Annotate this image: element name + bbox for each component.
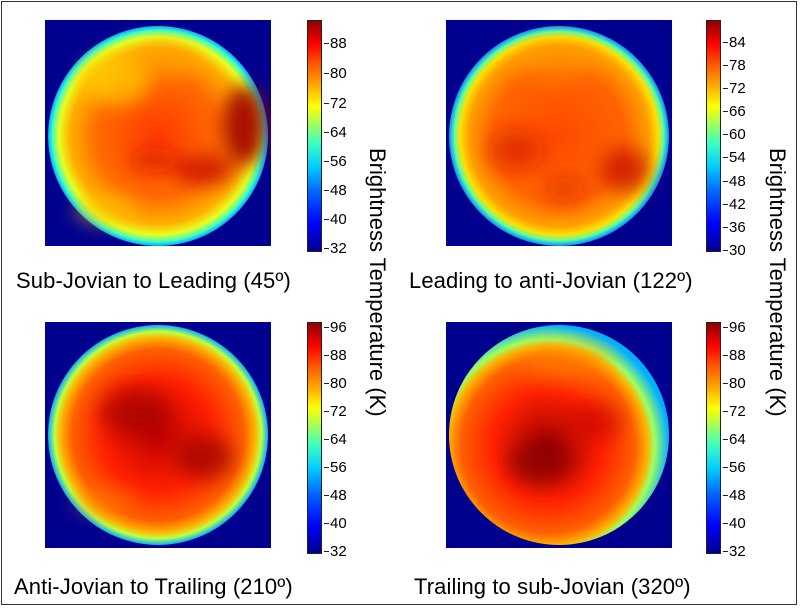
brightness-map-leading [446,20,672,246]
colorbar-tick: 54 [723,149,746,166]
colorbar-tick: 56 [723,459,746,476]
colorbar-tick: 72 [324,95,347,112]
colorbar-tick: 32 [723,543,746,560]
colorbar-tick: 40 [324,515,347,532]
colorbar-tick: 66 [723,103,746,120]
colorbar [307,20,322,252]
colorbar [307,322,322,554]
colorbar-tick: 40 [723,515,746,532]
colorbar-label: Brightness Temperature (K) [765,148,790,417]
colorbar-tick: 32 [324,543,347,560]
colorbar-tick: 64 [324,431,347,448]
colorbar-tick: 48 [324,182,347,199]
colorbar-tick: 80 [324,375,347,392]
panel-caption: Trailing to sub-Jovian (320º) [414,574,691,599]
colorbar-label: Brightness Temperature (K) [365,148,390,417]
colorbar-tick: 88 [723,347,746,364]
brightness-map-sub-jovian [45,20,271,246]
colorbar-tick: 36 [723,219,746,236]
colorbar-tick: 64 [324,124,347,141]
colorbar-tick: 96 [723,319,746,336]
colorbar-tick: 60 [723,126,746,143]
colorbar [706,20,721,252]
colorbar [706,322,721,554]
colorbar-tick: 30 [723,242,746,259]
colorbar-tick: 84 [723,34,746,51]
colorbar-tick: 56 [324,459,347,476]
colorbar-tick: 40 [324,211,347,228]
colorbar-tick: 78 [723,57,746,74]
colorbar-tick: 72 [324,403,347,420]
colorbar-tick: 88 [324,347,347,364]
panel-caption: Sub-Jovian to Leading (45º) [16,268,291,293]
colorbar-tick: 80 [723,375,746,392]
brightness-map-anti-jovian [45,322,271,548]
colorbar-tick: 42 [723,196,746,213]
colorbar-tick: 72 [723,80,746,97]
colorbar-tick: 64 [723,431,746,448]
colorbar-tick: 48 [723,487,746,504]
panel-caption: Anti-Jovian to Trailing (210º) [14,574,293,599]
colorbar-tick: 48 [723,173,746,190]
colorbar-tick: 80 [324,65,347,82]
colorbar-tick: 56 [324,153,347,170]
panel-caption: Leading to anti-Jovian (122º) [409,268,693,293]
colorbar-tick: 96 [324,319,347,336]
brightness-map-trailing [446,322,672,548]
colorbar-tick: 32 [324,240,347,257]
colorbar-tick: 72 [723,403,746,420]
colorbar-tick: 88 [324,35,347,52]
colorbar-tick: 48 [324,487,347,504]
